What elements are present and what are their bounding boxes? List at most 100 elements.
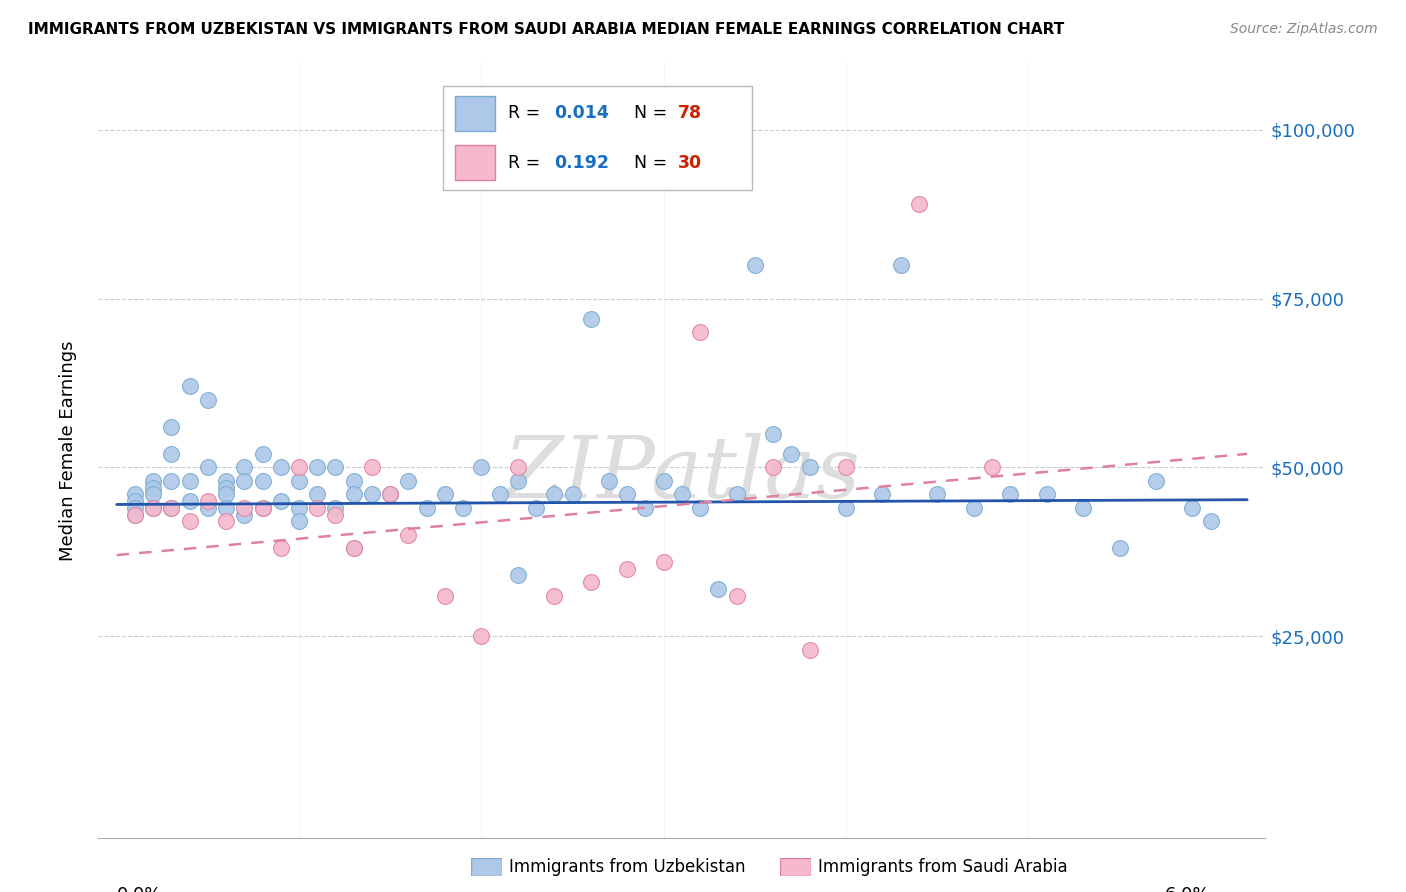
Point bbox=[835, 460, 858, 475]
Point bbox=[179, 494, 201, 508]
Point bbox=[543, 589, 565, 603]
Point bbox=[252, 447, 274, 461]
Point bbox=[762, 426, 785, 441]
Point bbox=[616, 561, 638, 575]
Point bbox=[343, 541, 366, 556]
Point bbox=[124, 508, 146, 522]
Point bbox=[325, 460, 347, 475]
Point bbox=[307, 500, 329, 515]
Point bbox=[506, 460, 529, 475]
Point bbox=[343, 474, 366, 488]
Point bbox=[998, 487, 1021, 501]
Point bbox=[543, 487, 565, 501]
Point bbox=[634, 500, 657, 515]
Point bbox=[325, 508, 347, 522]
Point bbox=[252, 500, 274, 515]
Point bbox=[325, 500, 347, 515]
Point bbox=[252, 500, 274, 515]
Point bbox=[215, 487, 238, 501]
Point bbox=[506, 568, 529, 582]
Point bbox=[780, 447, 803, 461]
Point bbox=[524, 500, 547, 515]
Point bbox=[160, 420, 183, 434]
Point bbox=[380, 487, 402, 501]
Point bbox=[470, 629, 492, 643]
Point bbox=[762, 460, 785, 475]
Point bbox=[579, 575, 602, 590]
Point bbox=[179, 514, 201, 528]
Point bbox=[215, 481, 238, 495]
Point bbox=[307, 460, 329, 475]
Point bbox=[160, 500, 183, 515]
Point bbox=[579, 311, 602, 326]
Point bbox=[179, 474, 201, 488]
Point bbox=[1108, 541, 1130, 556]
Point bbox=[652, 474, 675, 488]
Text: Immigrants from Uzbekistan: Immigrants from Uzbekistan bbox=[509, 858, 745, 876]
Point bbox=[215, 474, 238, 488]
Point bbox=[689, 500, 711, 515]
Y-axis label: Median Female Earnings: Median Female Earnings bbox=[59, 340, 77, 561]
Point bbox=[124, 500, 146, 515]
Point bbox=[908, 197, 931, 211]
Point bbox=[1071, 500, 1094, 515]
Point bbox=[288, 514, 311, 528]
Point bbox=[744, 258, 766, 272]
Point bbox=[799, 642, 821, 657]
Point bbox=[652, 555, 675, 569]
Point bbox=[142, 500, 165, 515]
Point bbox=[598, 474, 620, 488]
Point bbox=[215, 514, 238, 528]
Point bbox=[396, 528, 419, 542]
Point bbox=[616, 487, 638, 501]
Point bbox=[433, 589, 456, 603]
Point bbox=[124, 487, 146, 501]
Point bbox=[1035, 487, 1057, 501]
Point bbox=[233, 500, 256, 515]
Point bbox=[1181, 500, 1204, 515]
Point bbox=[396, 474, 419, 488]
Point bbox=[197, 392, 219, 407]
Text: IMMIGRANTS FROM UZBEKISTAN VS IMMIGRANTS FROM SAUDI ARABIA MEDIAN FEMALE EARNING: IMMIGRANTS FROM UZBEKISTAN VS IMMIGRANTS… bbox=[28, 22, 1064, 37]
Point bbox=[288, 500, 311, 515]
Point bbox=[962, 500, 984, 515]
Text: 0.0%: 0.0% bbox=[117, 886, 162, 892]
Point bbox=[927, 487, 949, 501]
Point bbox=[470, 460, 492, 475]
Point bbox=[233, 508, 256, 522]
Point bbox=[689, 326, 711, 340]
Point bbox=[288, 474, 311, 488]
Point bbox=[671, 487, 693, 501]
Point bbox=[980, 460, 1002, 475]
Text: ZIPatlas: ZIPatlas bbox=[503, 433, 860, 515]
Point bbox=[307, 487, 329, 501]
Point bbox=[252, 474, 274, 488]
Point bbox=[142, 487, 165, 501]
Point bbox=[433, 487, 456, 501]
Point bbox=[488, 487, 510, 501]
Point bbox=[799, 460, 821, 475]
Point bbox=[725, 487, 748, 501]
Point bbox=[890, 258, 912, 272]
Point bbox=[1144, 474, 1167, 488]
Text: 6.0%: 6.0% bbox=[1166, 886, 1211, 892]
Point bbox=[233, 474, 256, 488]
Point bbox=[160, 474, 183, 488]
Point bbox=[142, 500, 165, 515]
Point bbox=[1199, 514, 1222, 528]
Point bbox=[197, 500, 219, 515]
Point bbox=[451, 500, 474, 515]
Point bbox=[124, 494, 146, 508]
Text: Immigrants from Saudi Arabia: Immigrants from Saudi Arabia bbox=[818, 858, 1069, 876]
FancyBboxPatch shape bbox=[471, 858, 502, 876]
Point bbox=[179, 379, 201, 393]
Point bbox=[160, 447, 183, 461]
Point bbox=[124, 508, 146, 522]
Point bbox=[288, 460, 311, 475]
Point bbox=[415, 500, 437, 515]
Point bbox=[725, 589, 748, 603]
Point bbox=[506, 474, 529, 488]
Point bbox=[835, 500, 858, 515]
Point bbox=[160, 500, 183, 515]
Point bbox=[343, 541, 366, 556]
